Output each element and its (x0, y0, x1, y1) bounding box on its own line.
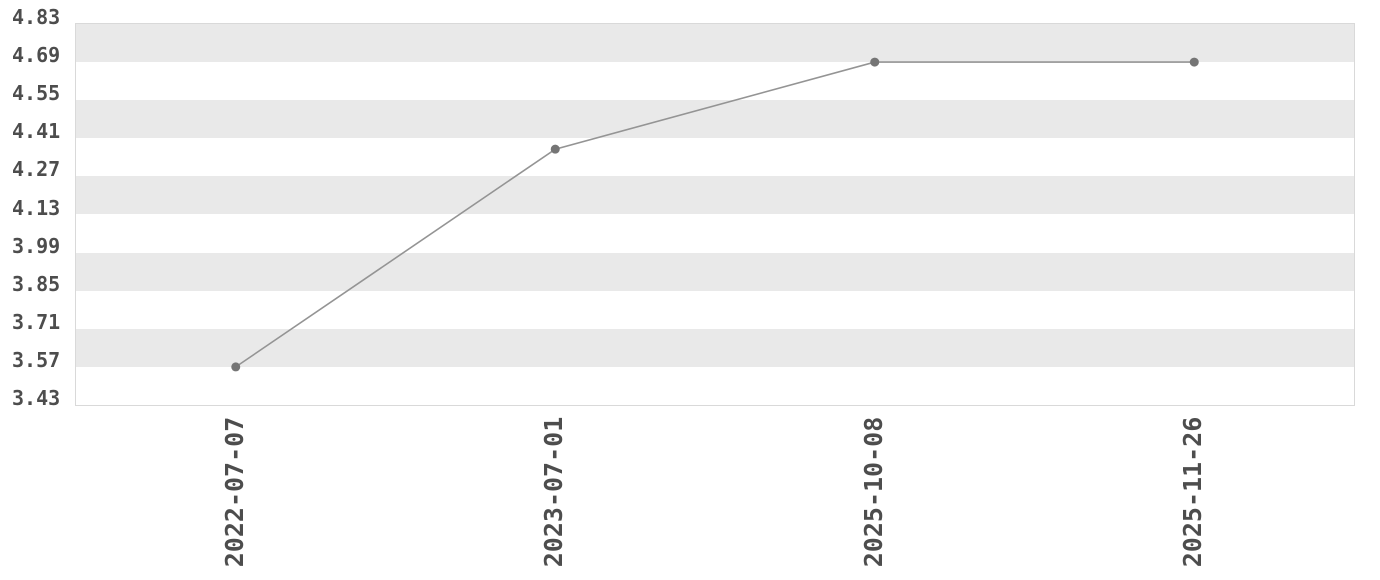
y-axis-tick-label: 4.69 (12, 43, 61, 68)
data-point (231, 362, 241, 372)
line-series (231, 57, 1199, 372)
grid-band (76, 138, 1354, 177)
x-axis-tick-label: 2025-11-26 (1178, 416, 1208, 568)
x-axis-tick-label: 2022-07-07 (219, 416, 249, 568)
y-axis-tick-label: 3.57 (12, 347, 61, 372)
y-axis-tick-label: 4.13 (12, 195, 61, 220)
y-axis-tick-label: 3.71 (12, 309, 61, 334)
y-axis-tick-label: 3.99 (12, 233, 61, 258)
x-axis-tick-label: 2025-10-08 (858, 416, 888, 568)
y-axis-tick-label: 3.43 (12, 386, 61, 410)
y-axis-tick-label: 4.41 (12, 119, 61, 144)
data-point (1189, 57, 1199, 67)
grid-band (76, 214, 1354, 253)
plot-area (75, 23, 1355, 406)
grid-band (76, 328, 1354, 367)
grid-band (76, 290, 1354, 329)
grid-band (76, 24, 1354, 63)
x-axis-tick-label: 2023-07-01 (539, 416, 569, 568)
y-axis-tick-label: 4.27 (12, 157, 61, 182)
y-axis-tick-label: 3.85 (12, 271, 61, 296)
grid-band (76, 366, 1354, 405)
y-axis-tick-label: 4.55 (12, 81, 61, 106)
grid-band (76, 176, 1354, 215)
series-line (235, 61, 1195, 368)
grid-band (76, 100, 1354, 139)
data-point (550, 144, 560, 154)
grid-band (76, 62, 1354, 101)
y-axis-tick-label: 4.83 (12, 5, 61, 29)
grid-band (76, 252, 1354, 291)
data-point (870, 57, 880, 67)
